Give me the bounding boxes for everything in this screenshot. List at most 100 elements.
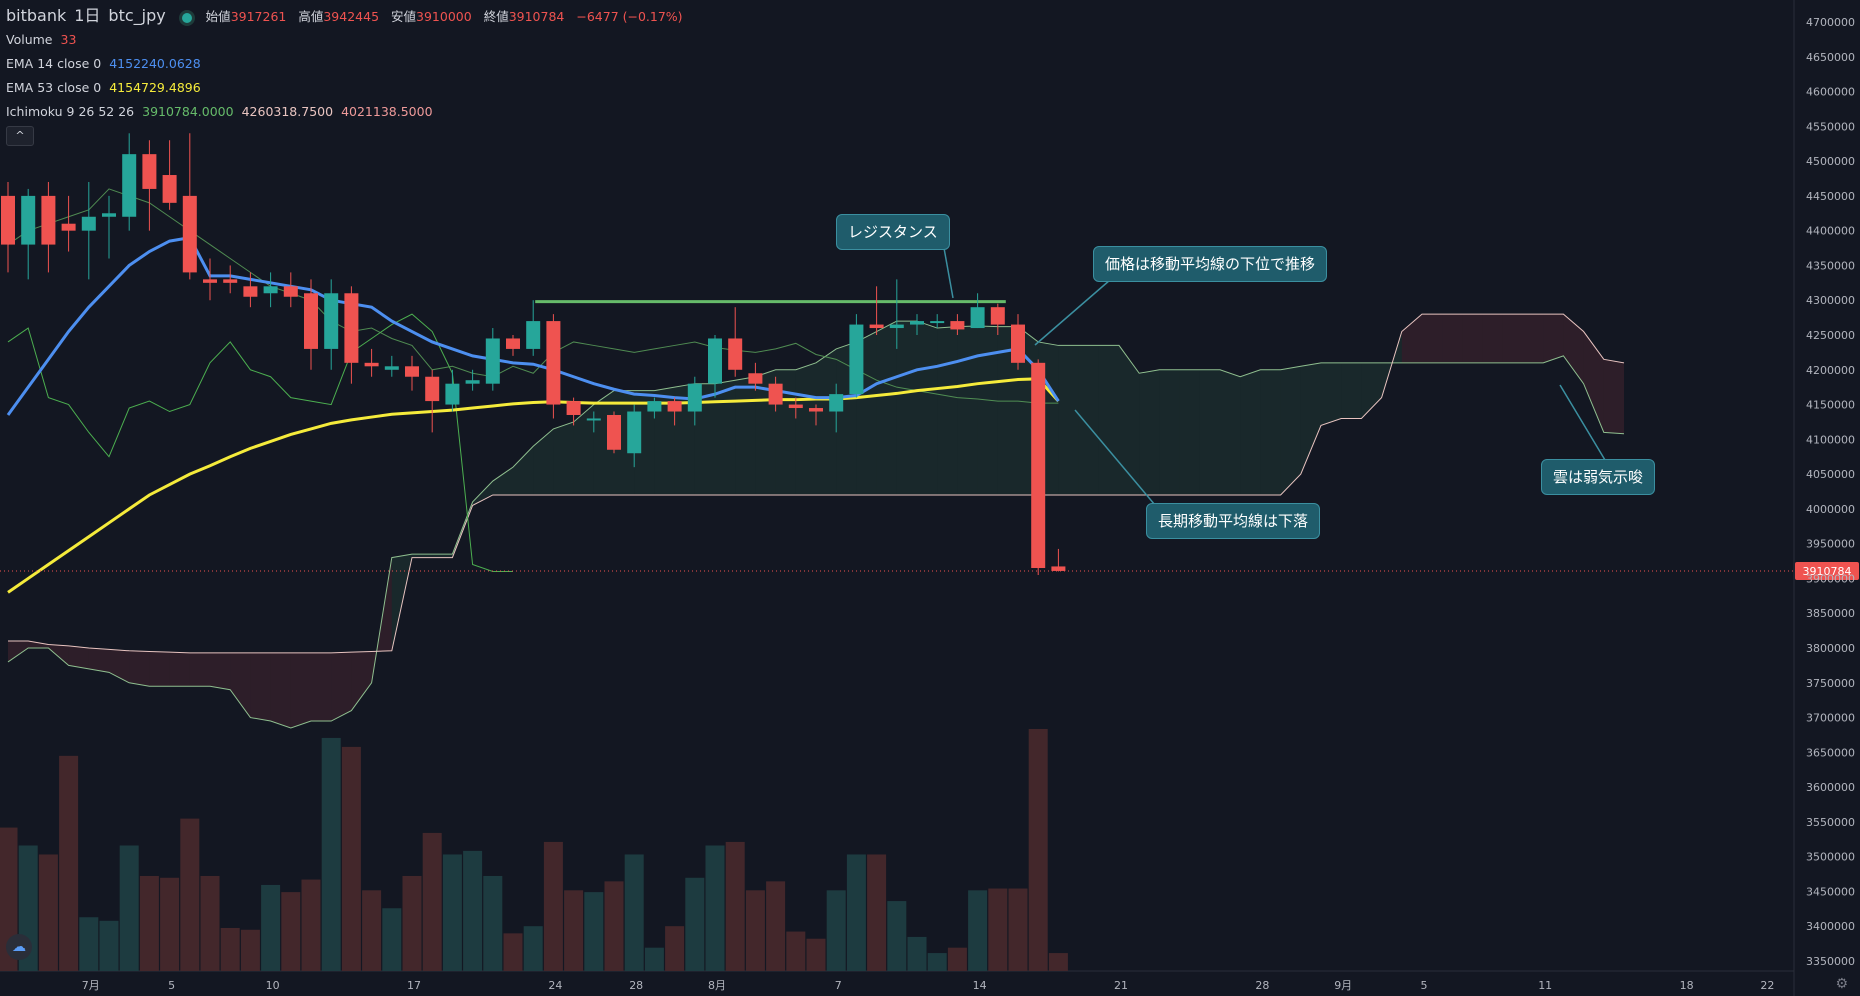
volume-bar: [725, 841, 745, 971]
ichimoku-cloud-segment: [290, 652, 311, 728]
ichimoku-cloud-segment: [1321, 362, 1342, 426]
candle-body: [930, 321, 945, 324]
candle-body: [687, 383, 702, 412]
volume-bar: [584, 892, 604, 971]
x-tick-label: 7月: [82, 979, 100, 992]
ichimoku-cloud-segment: [573, 404, 594, 495]
ichimoku-cloud-segment: [351, 651, 372, 711]
annotation-resistance[interactable]: レジスタンス: [836, 214, 950, 250]
ichimoku-cloud-segment: [88, 648, 109, 673]
x-tick-label: 11: [1538, 979, 1552, 992]
candle-body: [344, 293, 359, 363]
candle-body: [586, 418, 601, 421]
candle-body: [203, 279, 217, 283]
interval-label[interactable]: 1日: [74, 6, 101, 25]
volume-bar: [483, 875, 503, 971]
ichimoku-cloud-segment: [472, 481, 493, 506]
volume-bar: [887, 901, 907, 971]
volume-bar: [281, 892, 301, 971]
candle-body: [889, 324, 904, 329]
volume-legend[interactable]: Volume 33: [6, 28, 683, 52]
pair-name[interactable]: btc_jpy: [108, 6, 166, 25]
volume-bar: [38, 854, 58, 971]
current-price-tag: [1795, 561, 1859, 580]
volume-bar: [1028, 728, 1048, 971]
ema14-legend[interactable]: EMA 14 close 0 4152240.0628: [6, 52, 683, 76]
volume-bar: [624, 854, 644, 971]
y-tick-label: 4000000: [1806, 503, 1855, 516]
change-value: −6477 (−0.17%): [576, 9, 683, 24]
y-tick-label: 3450000: [1806, 885, 1855, 898]
candle-body: [41, 195, 56, 245]
ichimoku-cloud-segment: [28, 641, 49, 648]
candle-body: [506, 338, 520, 349]
legend: bitbank 1日 btc_jpy 始値3917261 高値3942445 安…: [6, 4, 683, 124]
candle-body: [667, 401, 682, 412]
ichimoku-cloud-segment: [795, 362, 816, 495]
volume-bar: [604, 881, 624, 971]
annotation-pointer: [1074, 409, 1156, 506]
candle-body: [405, 366, 419, 377]
ichimoku-cloud-segment: [1300, 362, 1321, 475]
gear-icon[interactable]: ⚙: [1835, 976, 1848, 992]
ichimoku-cloud-segment: [1199, 369, 1220, 495]
ichimoku-cloud-segment: [876, 321, 897, 495]
candle-body: [445, 383, 460, 405]
senkou-span-b-line: [8, 313, 1625, 654]
candle-body: [627, 411, 642, 454]
annotation-long-ma-falling[interactable]: 長期移動平均線は下落: [1146, 503, 1321, 539]
candle-body: [1011, 324, 1025, 363]
ichimoku-cloud-segment: [1078, 345, 1099, 495]
ichimoku-cloud-segment: [48, 644, 69, 666]
candle-body: [122, 154, 137, 217]
volume-bar: [745, 890, 765, 971]
ema14-label: EMA 14 close 0: [6, 56, 102, 71]
ichimoku-cloud-segment: [169, 652, 190, 687]
annotation-cloud-bearish[interactable]: 雲は弱気示唆: [1541, 459, 1656, 495]
candle-body: [61, 223, 76, 231]
volume-bar: [220, 927, 240, 971]
ichimoku-cloud-segment: [957, 325, 978, 495]
ichimoku-value-3: 4021138.5000: [341, 104, 433, 119]
y-tick-label: 3950000: [1806, 538, 1855, 551]
y-tick-label: 4150000: [1806, 399, 1855, 412]
market-status-icon: [181, 12, 192, 23]
volume-bar: [665, 926, 685, 971]
x-tick-label: 5: [1421, 979, 1428, 992]
volume-bar: [180, 818, 200, 971]
volume-bar: [160, 877, 180, 971]
volume-bar: [301, 879, 321, 971]
high-label: 高値: [298, 9, 324, 24]
ichimoku-cloud-segment: [250, 652, 271, 722]
ema53-line: [7, 377, 1060, 594]
y-tick-label: 3550000: [1806, 816, 1855, 829]
y-tick-label: 3500000: [1806, 851, 1855, 864]
y-tick-label: 4400000: [1806, 225, 1855, 238]
y-tick-label: 3400000: [1806, 920, 1855, 933]
volume-bar: [867, 854, 887, 971]
exchange-name[interactable]: bitbank: [6, 6, 67, 25]
x-tick-label: 17: [407, 979, 421, 992]
tradingview-logo-icon[interactable]: ☁: [6, 934, 32, 960]
chevron-up-icon[interactable]: ^: [6, 126, 34, 146]
candle-body: [829, 394, 844, 412]
ema53-value: 4154729.4896: [109, 80, 201, 95]
volume-bar: [564, 890, 584, 971]
ichimoku-value-2: 4260318.7500: [241, 104, 334, 119]
ema53-legend[interactable]: EMA 53 close 0 4154729.4896: [6, 76, 683, 100]
ichimoku-cloud-segment: [533, 428, 554, 495]
ichimoku-legend[interactable]: Ichimoku 9 26 52 26 3910784.0000 4260318.7…: [6, 100, 683, 124]
ichimoku-cloud-segment: [1341, 362, 1362, 419]
candle-body: [263, 286, 278, 294]
volume-bar: [200, 875, 220, 971]
ichimoku-cloud-segment: [189, 652, 210, 687]
ichimoku-cloud-segment: [896, 321, 917, 495]
annotation-below-ma[interactable]: 価格は移動平均線の下位で推移: [1093, 246, 1328, 282]
ichimoku-cloud-segment: [735, 376, 756, 495]
y-tick-label: 4350000: [1806, 259, 1855, 272]
symbol-row: bitbank 1日 btc_jpy 始値3917261 高値3942445 安…: [6, 4, 683, 28]
close-value: 3910784: [508, 9, 565, 24]
y-tick-label: 4050000: [1806, 468, 1855, 481]
ichimoku-cloud-segment: [210, 652, 231, 690]
